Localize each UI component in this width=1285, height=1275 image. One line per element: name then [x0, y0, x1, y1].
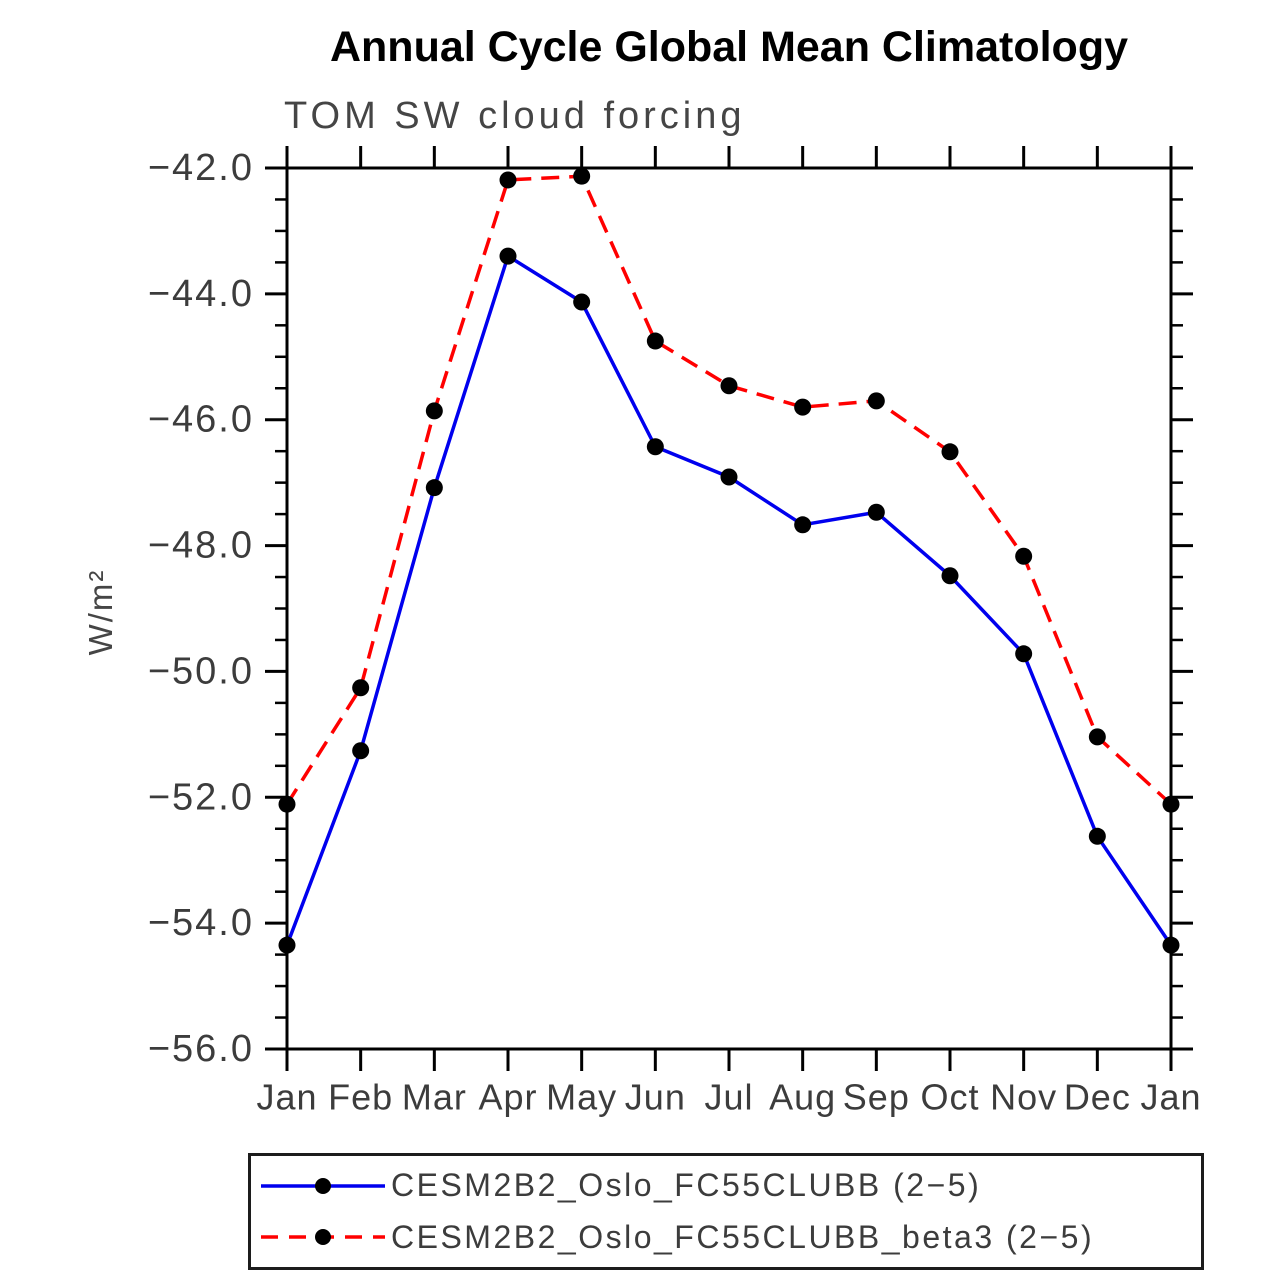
- data-point-s0-Sep: [867, 503, 885, 521]
- data-point-s0-Mar: [425, 479, 443, 497]
- legend-label-1: CESM2B2_Oslo_FC55CLUBB_beta3 (2−5): [391, 1218, 1095, 1255]
- y-tick-label: −54.0: [148, 902, 254, 944]
- data-point-s1-Aug: [794, 398, 812, 416]
- legend-line-sample-solid: [261, 1177, 385, 1194]
- legend-marker-icon: [315, 1177, 331, 1194]
- data-point-s0-Dec: [1088, 827, 1106, 845]
- x-tick-label: Jan: [1140, 1077, 1201, 1118]
- data-point-s0-Jul: [720, 468, 738, 486]
- y-tick-label: −48.0: [148, 525, 254, 567]
- legend-line-sample-dashed: [261, 1229, 385, 1246]
- y-tick-label: −50.0: [148, 650, 254, 692]
- data-point-s0-Oct: [941, 567, 959, 585]
- data-point-s1-Jan: [278, 795, 296, 813]
- y-tick-label: −52.0: [148, 776, 254, 818]
- legend-item-0: CESM2B2_Oslo_FC55CLUBB (2−5): [257, 1164, 1201, 1208]
- y-tick-label: −42.0: [148, 147, 254, 189]
- axis-box: [285, 166, 1173, 1051]
- data-point-s1-Jan: [1162, 795, 1180, 813]
- x-tick-label: May: [546, 1077, 617, 1118]
- data-point-s1-Feb: [352, 679, 370, 697]
- data-point-s1-Dec: [1088, 728, 1106, 746]
- chart-subtitle: TOM SW cloud forcing: [284, 95, 746, 137]
- data-point-s1-Nov: [1015, 547, 1033, 565]
- x-tick-label: Oct: [920, 1077, 979, 1118]
- x-tick-label: Feb: [328, 1077, 393, 1118]
- data-point-s0-Apr: [499, 247, 517, 265]
- x-tick-label: Sep: [843, 1077, 910, 1118]
- y-tick-label: −46.0: [148, 399, 254, 441]
- data-point-s0-Feb: [352, 742, 370, 760]
- x-tick-label: Nov: [990, 1077, 1057, 1118]
- series-line-1: [285, 174, 1173, 806]
- x-tick-label: Mar: [402, 1077, 467, 1118]
- series-line-0: [285, 253, 1173, 947]
- data-point-s0-Jan: [1162, 936, 1180, 954]
- data-point-s1-Oct: [941, 443, 959, 461]
- legend: CESM2B2_Oslo_FC55CLUBB (2−5) CESM2B2_Osl…: [248, 1153, 1204, 1270]
- y-tick-label: −56.0: [148, 1028, 254, 1070]
- x-tick-label: Aug: [769, 1077, 836, 1118]
- data-point-s0-May: [573, 293, 591, 311]
- data-point-s0-Jan: [278, 936, 296, 954]
- x-tick-label: Jul: [704, 1077, 753, 1118]
- x-tick-label: Jan: [256, 1077, 317, 1118]
- data-point-s0-Aug: [794, 516, 812, 534]
- data-point-s1-Jun: [646, 332, 664, 350]
- x-tick-label: Apr: [478, 1077, 537, 1118]
- chart-title: Annual Cycle Global Mean Climatology: [329, 23, 1129, 71]
- y-tick-label: −44.0: [148, 273, 254, 315]
- data-point-s1-May: [573, 167, 591, 185]
- legend-marker-icon: [315, 1229, 331, 1246]
- data-point-s0-Jun: [646, 438, 664, 456]
- data-point-s1-Sep: [867, 392, 885, 410]
- data-point-s1-Apr: [499, 171, 517, 189]
- data-point-s0-Nov: [1015, 645, 1033, 663]
- data-point-s1-Jul: [720, 377, 738, 395]
- x-tick-label: Jun: [625, 1077, 686, 1118]
- data-point-s1-Mar: [425, 402, 443, 420]
- x-tick-label: Dec: [1064, 1077, 1131, 1118]
- legend-item-1: CESM2B2_Oslo_FC55CLUBB_beta3 (2−5): [257, 1215, 1201, 1259]
- legend-label-0: CESM2B2_Oslo_FC55CLUBB (2−5): [391, 1167, 982, 1204]
